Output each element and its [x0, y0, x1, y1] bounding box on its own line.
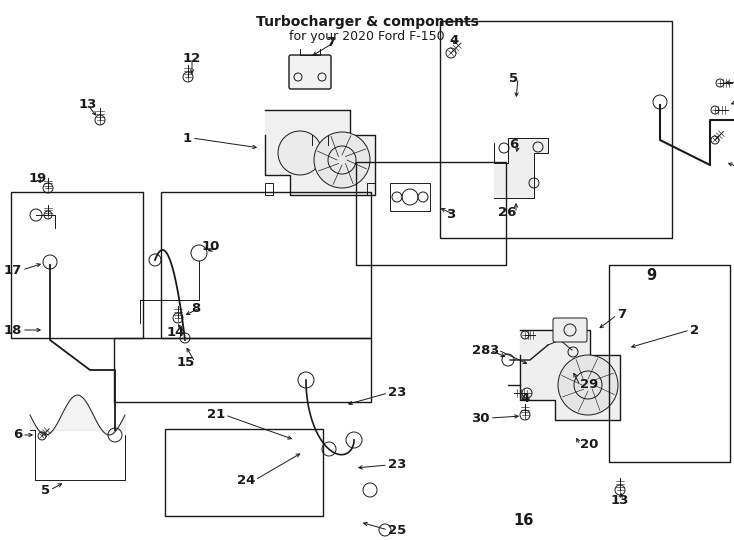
Text: 15: 15 — [177, 355, 195, 368]
Text: 14: 14 — [167, 327, 185, 340]
Text: 5: 5 — [41, 483, 50, 496]
Text: 4: 4 — [520, 392, 530, 404]
Bar — [609, 265, 730, 462]
Polygon shape — [265, 110, 375, 195]
Text: 19: 19 — [29, 172, 47, 185]
Bar — [114, 338, 371, 402]
Bar — [165, 429, 323, 516]
Text: 6: 6 — [12, 429, 22, 442]
Bar — [11, 192, 143, 338]
Text: 24: 24 — [236, 474, 255, 487]
Text: 25: 25 — [388, 523, 406, 537]
Text: 23: 23 — [388, 458, 407, 471]
Text: 21: 21 — [207, 408, 225, 422]
Text: 1: 1 — [183, 132, 192, 145]
Bar — [265, 183, 273, 195]
Text: 7: 7 — [326, 36, 335, 49]
Text: 28: 28 — [472, 343, 490, 356]
Bar — [161, 192, 371, 338]
Text: 6: 6 — [509, 138, 518, 152]
Text: for your 2020 Ford F-150: for your 2020 Ford F-150 — [289, 30, 445, 43]
Bar — [440, 21, 672, 238]
Text: 13: 13 — [611, 494, 629, 507]
Circle shape — [558, 355, 618, 415]
Text: 16: 16 — [514, 512, 534, 528]
Text: 8: 8 — [191, 301, 200, 314]
FancyBboxPatch shape — [289, 55, 331, 89]
Text: 23: 23 — [388, 387, 407, 400]
Text: 9: 9 — [646, 268, 656, 283]
Text: 17: 17 — [4, 264, 22, 276]
Text: 26: 26 — [498, 206, 516, 219]
Bar — [367, 183, 375, 195]
Bar — [356, 162, 506, 265]
Circle shape — [314, 132, 370, 188]
Text: 30: 30 — [471, 411, 490, 424]
Polygon shape — [494, 138, 548, 198]
Text: 4: 4 — [449, 33, 459, 46]
Text: 29: 29 — [580, 379, 598, 392]
Text: 2: 2 — [690, 323, 699, 336]
Circle shape — [278, 131, 322, 175]
Text: 10: 10 — [202, 240, 220, 253]
Bar — [390, 183, 430, 211]
Polygon shape — [520, 330, 620, 420]
Text: 3: 3 — [446, 208, 455, 221]
Text: 20: 20 — [580, 438, 598, 451]
Text: 12: 12 — [183, 51, 201, 64]
FancyBboxPatch shape — [553, 318, 587, 342]
Text: 7: 7 — [617, 308, 626, 321]
Text: 13: 13 — [79, 98, 97, 111]
Text: 3: 3 — [489, 343, 498, 356]
Text: 5: 5 — [509, 71, 518, 84]
Text: 18: 18 — [4, 323, 22, 336]
Text: Turbocharger & components: Turbocharger & components — [255, 15, 479, 29]
